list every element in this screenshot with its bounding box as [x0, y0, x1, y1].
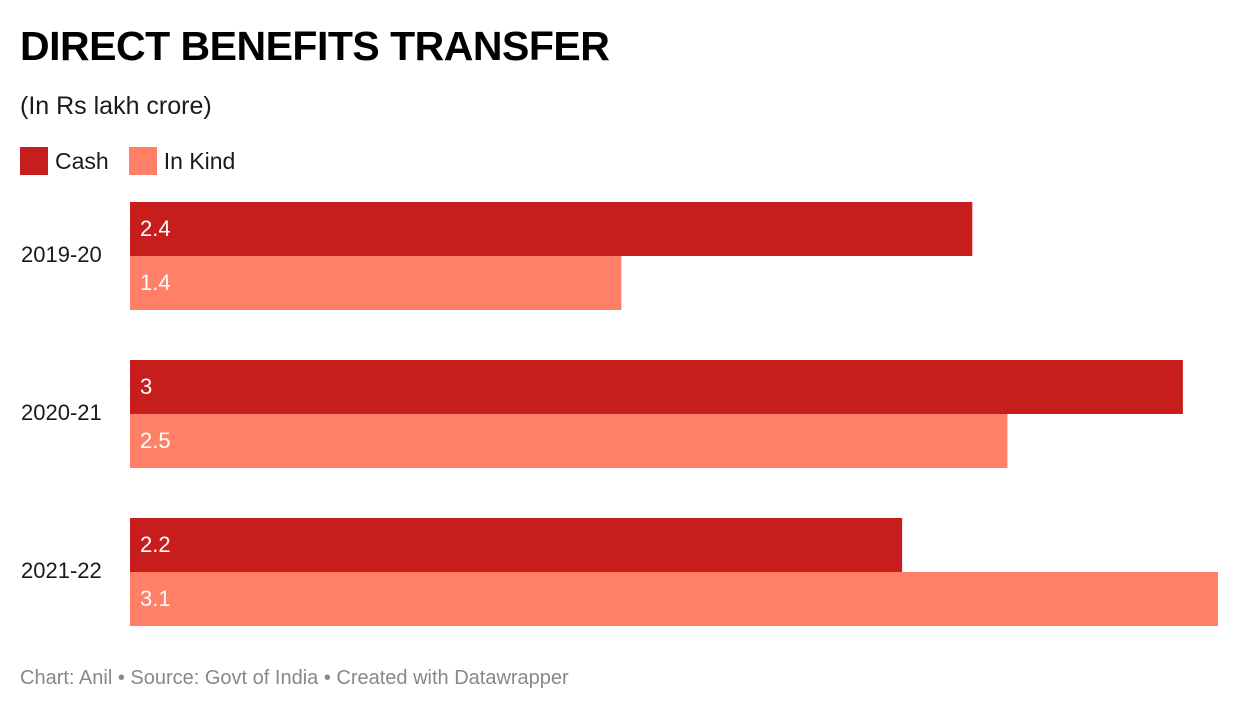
data-label-cash-2019-20: 2.4 — [140, 216, 171, 241]
data-label-cash-2021-22: 2.2 — [140, 532, 171, 557]
legend-swatch-in-kind — [128, 147, 157, 175]
legend-swatch-cash — [20, 147, 48, 175]
legend-item-in-kind: In Kind — [128, 147, 236, 175]
legend-item-cash: Cash — [20, 147, 109, 175]
category-label-2021-22: 2021-22 — [21, 558, 102, 583]
data-label-in-kind-2021-22: 3.1 — [140, 586, 171, 611]
data-label-cash-2020-21: 3 — [140, 374, 152, 399]
chart-subtitle: (In Rs lakh crore) — [20, 92, 212, 120]
bar-in-kind-2019-20 — [130, 256, 622, 310]
bar-in-kind-2020-21 — [130, 414, 1008, 468]
category-label-2020-21: 2020-21 — [21, 400, 102, 425]
bar-cash-2021-22 — [130, 518, 903, 572]
chart-title: DIRECT BENEFITS TRANSFER — [20, 23, 610, 69]
data-label-in-kind-2020-21: 2.5 — [140, 428, 171, 453]
data-label-in-kind-2019-20: 1.4 — [140, 270, 171, 295]
legend-label-in-kind: In Kind — [163, 147, 236, 174]
bar-cash-2019-20 — [130, 202, 973, 256]
chart-legend: Cash In Kind — [20, 145, 255, 177]
bar-chart: 2019-20 2.4 1.4 2020-21 3 2.5 2021-22 2.2 3.1 — [21, 202, 1218, 626]
category-label-2019-20: 2019-20 — [21, 242, 102, 267]
bar-cash-2020-21 — [130, 360, 1183, 414]
chart-footer: Chart: Anil • Source: Govt of India • Cr… — [20, 667, 569, 689]
legend-label-cash: Cash — [55, 147, 109, 174]
bar-in-kind-2021-22 — [130, 572, 1218, 626]
